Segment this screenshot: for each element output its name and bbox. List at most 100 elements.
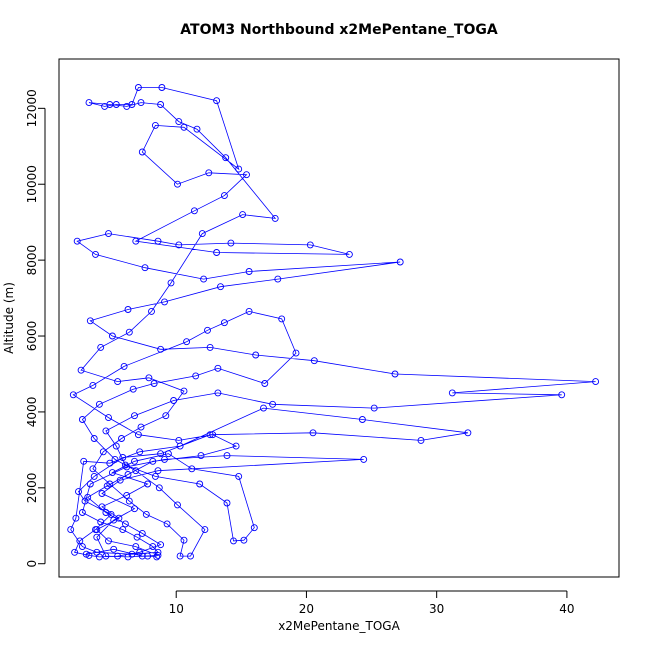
data-point: [243, 171, 250, 179]
data-point: [72, 514, 80, 522]
data-point: [136, 448, 144, 456]
data-point: [230, 537, 237, 545]
data-point: [133, 533, 141, 541]
data-point: [309, 429, 317, 437]
data-point: [85, 551, 93, 559]
data-point: [116, 476, 124, 484]
data-point: [110, 545, 118, 553]
data-point: [121, 520, 129, 528]
data-point: [85, 99, 93, 107]
data-point: [174, 180, 181, 188]
data-point: [180, 123, 188, 131]
data-point: [154, 551, 162, 559]
data-point: [67, 526, 75, 534]
data-point: [99, 448, 107, 456]
data-point: [157, 541, 165, 549]
data-point: [136, 548, 144, 556]
data-point: [73, 237, 81, 245]
data-point: [114, 378, 122, 386]
data-point: [176, 442, 184, 450]
data-point: [144, 552, 152, 560]
data-point: [124, 306, 132, 313]
data-point: [205, 169, 213, 177]
y-tick-label: 4000: [25, 397, 39, 428]
data-point: [123, 463, 131, 471]
data-point: [223, 452, 231, 460]
data-point: [81, 497, 89, 505]
data-point: [448, 389, 456, 397]
data-point: [204, 326, 211, 334]
data-point: [180, 387, 188, 395]
data-point: [138, 529, 146, 537]
data-point: [197, 452, 205, 460]
data-point: [134, 84, 142, 91]
data-point: [158, 84, 166, 91]
data-point: [235, 165, 243, 173]
data-point: [162, 412, 170, 420]
data-point: [149, 543, 157, 551]
data-point: [112, 101, 120, 108]
data-point: [190, 207, 198, 215]
data-point: [154, 548, 162, 556]
data-point: [213, 249, 221, 256]
data-point: [417, 436, 425, 444]
data-point: [138, 148, 146, 156]
data-point: [105, 414, 112, 422]
data-point: [86, 317, 94, 325]
data-point: [292, 349, 300, 357]
y-tick-label: 10000: [25, 165, 39, 203]
x-axis: 10 20 30 40: [169, 590, 575, 616]
data-point: [154, 467, 162, 475]
y-axis: 0 2000 4000 6000 8000 10000 12000: [25, 89, 46, 568]
data-point: [93, 548, 101, 556]
data-point: [142, 510, 150, 518]
data-point: [164, 450, 172, 458]
data-point: [157, 101, 165, 108]
data-point: [214, 389, 222, 397]
data-point: [222, 154, 230, 162]
data-point: [235, 472, 243, 480]
series-line: [70, 87, 596, 558]
data-point: [161, 298, 168, 306]
data-point: [89, 381, 97, 389]
y-tick-label: 8000: [25, 245, 39, 276]
data-point: [141, 264, 149, 272]
data-point: [252, 351, 260, 359]
data-point: [176, 552, 184, 560]
data-point: [75, 488, 82, 496]
data-point: [92, 526, 99, 534]
data-point: [260, 404, 267, 412]
data-point: [131, 505, 138, 513]
data-point: [118, 435, 125, 442]
data-point: [98, 503, 106, 511]
data-point: [153, 553, 161, 561]
data-point: [110, 516, 118, 524]
data-point: [175, 241, 183, 249]
data-point: [345, 250, 353, 258]
data-point: [170, 397, 178, 404]
data-point: [103, 482, 111, 490]
data-point: [90, 435, 98, 442]
plot-frame: [58, 58, 620, 578]
data-point: [112, 442, 120, 450]
data-point: [592, 378, 600, 386]
x-tick-label: 10: [169, 602, 184, 616]
data-point: [144, 480, 152, 488]
data-point: [157, 345, 165, 353]
data-point: [105, 230, 112, 238]
data-point: [278, 315, 286, 323]
data-point: [193, 125, 201, 133]
x-tick-label: 30: [429, 602, 444, 616]
data-point: [106, 459, 114, 467]
data-point: [214, 364, 222, 372]
data-point: [78, 509, 86, 516]
data-point: [120, 362, 128, 370]
y-tick-label: 0: [25, 560, 39, 568]
data-point: [151, 472, 159, 480]
data-point: [92, 250, 99, 258]
data-point: [306, 241, 314, 249]
data-point: [358, 416, 366, 423]
data-point: [271, 214, 279, 222]
y-tick-label: 6000: [25, 321, 39, 352]
